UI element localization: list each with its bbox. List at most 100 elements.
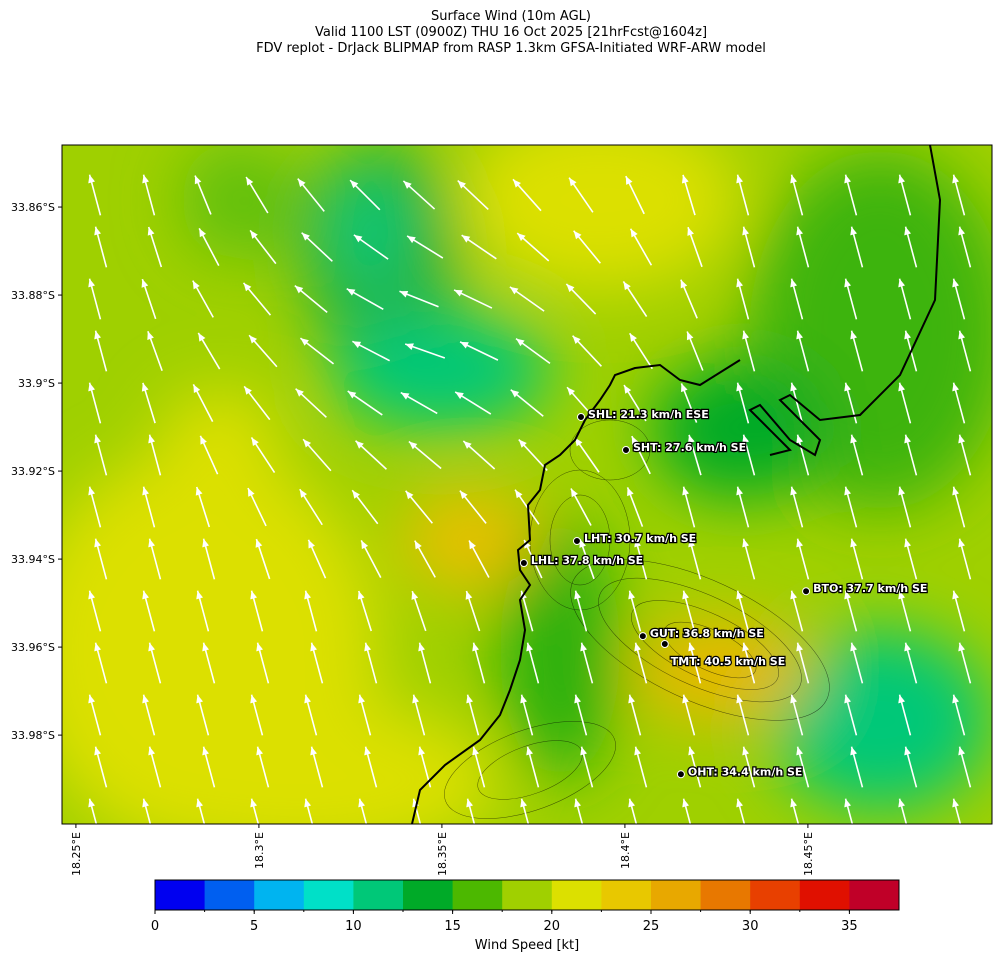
arrow-head <box>193 384 201 394</box>
arrow-head <box>88 382 96 392</box>
arrow-head <box>796 642 804 652</box>
arrow-head <box>574 437 583 447</box>
arrow-head <box>958 330 966 340</box>
arrow-head <box>196 694 204 704</box>
arrow-head <box>364 642 372 652</box>
arrow-head <box>358 694 366 704</box>
arrow-head <box>243 282 252 292</box>
arrow-head <box>251 437 259 447</box>
arrow-head <box>364 746 372 756</box>
arrow-head <box>898 694 906 704</box>
title-line: Surface Wind (10m AGL) <box>431 9 591 24</box>
station-point <box>576 412 585 421</box>
arrow-head <box>904 434 912 444</box>
arrow-head <box>688 538 696 548</box>
arrow-head <box>796 434 804 444</box>
arrow-head <box>255 539 263 548</box>
map: SHL: 21.3 km/h ESE SHT: 27.6 km/h SE LHT: … <box>62 145 992 824</box>
arrow-head <box>790 486 798 496</box>
arrow-head <box>574 798 582 808</box>
arrow-head <box>850 434 858 444</box>
arrow-head <box>796 330 804 340</box>
arrow-head <box>513 179 521 188</box>
arrow-head <box>94 746 102 756</box>
arrow-head <box>461 235 471 243</box>
arrow-head <box>304 798 312 808</box>
arrow-head <box>952 694 960 704</box>
arrow-head <box>148 642 156 652</box>
arrow-head <box>195 486 203 496</box>
arrow-head <box>294 285 304 294</box>
lat-tick-label: 33.98°S <box>11 729 55 742</box>
arrow-head <box>736 174 744 184</box>
colorbar-cell <box>303 880 354 910</box>
arrow-head <box>463 440 472 449</box>
arrow-head <box>361 540 369 550</box>
arrow-head <box>455 391 464 400</box>
lon-tick-label: 18.35°E <box>436 832 449 876</box>
arrow-head <box>142 798 150 808</box>
arrow-head <box>688 642 696 652</box>
arrow-head <box>202 746 210 756</box>
arrow-head <box>904 330 912 340</box>
lat-tick-label: 33.92°S <box>11 465 55 478</box>
arrow-head <box>244 386 252 395</box>
lat-tick-label: 33.94°S <box>11 553 55 566</box>
arrow-head <box>346 288 356 296</box>
arrow-head <box>88 694 96 704</box>
arrow-head <box>516 338 525 347</box>
arrow-head <box>574 694 582 704</box>
colorbar-cell <box>799 880 850 910</box>
arrow-head <box>142 590 150 600</box>
arrow-head <box>400 392 410 400</box>
arrow-head <box>517 233 526 242</box>
arrow-head <box>403 180 412 189</box>
arrow-head <box>844 694 852 704</box>
arrow-head <box>147 226 155 236</box>
arrow-head <box>682 694 690 704</box>
arrow-head <box>88 278 96 288</box>
arrow-head <box>579 539 586 548</box>
arrow-head <box>790 590 798 600</box>
arrow-head <box>200 435 207 445</box>
arrow-head <box>142 486 150 496</box>
arrow-head <box>958 538 966 548</box>
arrow-head <box>250 590 258 600</box>
arrow-head <box>301 232 310 241</box>
arrow-head <box>142 174 150 184</box>
colorbar-cell <box>551 880 602 910</box>
arrow-head <box>736 590 744 600</box>
arrow-head <box>304 694 312 704</box>
lon-tick-label: 18.4°E <box>619 832 632 869</box>
arrow-head <box>308 539 315 549</box>
arrow-head <box>634 642 642 652</box>
arrow-head <box>952 798 960 808</box>
arrow-head <box>742 746 750 756</box>
colorbar-tick-label: 0 <box>151 919 159 934</box>
axis-ticks: 33.86°S 33.88°S 33.9°S 33.92°S 33.94°S 33.96°… <box>11 201 815 876</box>
colorbar-cell <box>254 880 305 910</box>
arrow-head <box>250 798 258 808</box>
arrow-head <box>567 387 576 396</box>
arrow-head <box>405 343 414 351</box>
arrow-head <box>680 279 688 289</box>
arrow-head <box>353 234 363 243</box>
arrow-head <box>412 694 420 704</box>
arrow-head <box>148 434 156 444</box>
arrow-head <box>459 490 468 500</box>
arrow-head <box>844 798 852 808</box>
station-label: LHT: 30.7 km/h SE <box>584 532 696 545</box>
arrow-head <box>142 694 150 704</box>
colorbar-cell <box>849 880 900 910</box>
arrow-head <box>350 180 359 189</box>
arrow-head <box>405 490 414 500</box>
colorbar-cell <box>750 880 801 910</box>
arrow-head <box>202 538 210 548</box>
arrow-head <box>952 590 960 600</box>
arrow-head <box>742 538 750 548</box>
arrow-head <box>844 174 852 184</box>
arrow-head <box>952 382 960 392</box>
arrow-head <box>850 538 858 548</box>
station-point <box>660 640 669 649</box>
arrow-head <box>256 642 264 652</box>
